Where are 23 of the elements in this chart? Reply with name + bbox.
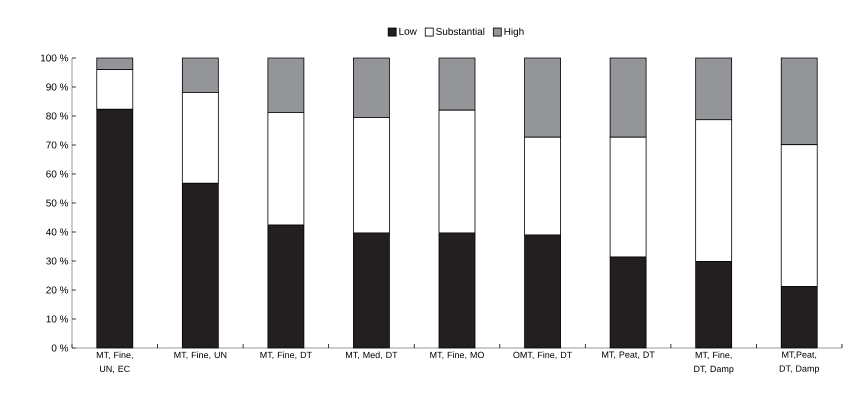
y-tick-label: 0 %	[52, 344, 68, 352]
x-tick-label: MT, Fine, UN, EC	[96, 352, 133, 374]
y-tick-label: 60 %	[46, 170, 68, 178]
y-tick-label: 10 %	[46, 315, 68, 323]
x-tick-label: MT, Fine, MO	[430, 352, 484, 360]
y-tick-label: 90 %	[46, 83, 68, 91]
y-tick-label: 80 %	[46, 112, 68, 120]
y-tick-label: 70 %	[46, 141, 68, 149]
x-tick-label: MT, Fine, DT, Damp	[694, 352, 734, 374]
y-tick-label: 50 %	[46, 199, 68, 207]
y-tick-label: 20 %	[46, 286, 68, 294]
x-tick-label: MT, Peat, DT	[602, 352, 655, 359]
y-tick-label: 30 %	[46, 257, 68, 265]
x-tick-label: MT, Med, DT	[346, 352, 398, 360]
x-tick-label: MT, Fine, UN	[174, 352, 226, 360]
legend-label: Low	[399, 28, 417, 35]
y-tick-label: 40 %	[46, 228, 68, 236]
x-tick-label: MT, Fine, DT	[260, 352, 312, 360]
legend-label: Substantial	[436, 28, 484, 36]
legend-label: High	[504, 28, 524, 37]
y-tick-label: 100 %	[41, 54, 68, 62]
x-tick-label: OMT, Fine, DT	[513, 352, 572, 360]
x-tick-label: MT,Peat, DT, Damp	[780, 352, 820, 374]
